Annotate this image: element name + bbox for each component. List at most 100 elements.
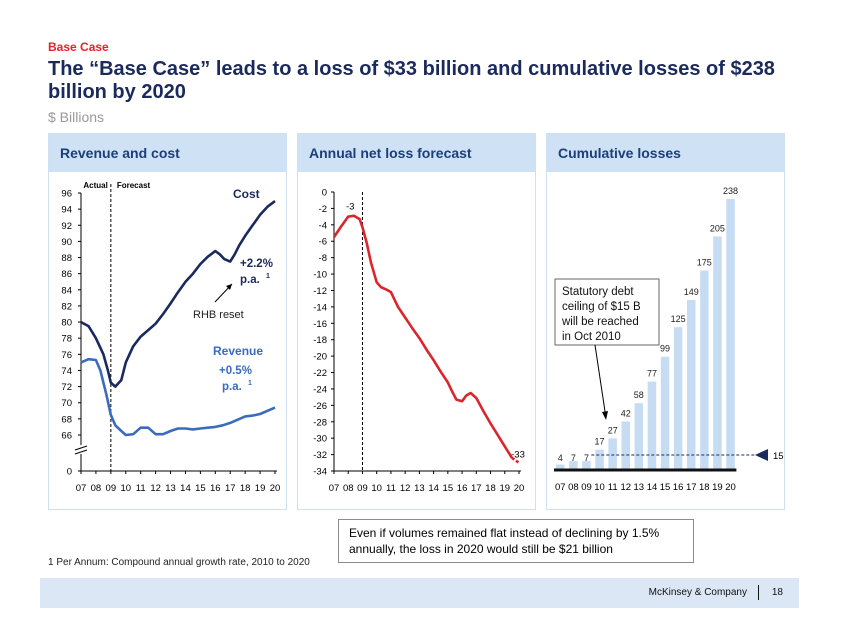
x-tick-label: 07 xyxy=(329,483,340,494)
y-tick-label: -8 xyxy=(319,253,327,264)
x-tick-label: 14 xyxy=(428,483,439,494)
data-label-first: -3 xyxy=(346,201,354,212)
y-tick-label: 92 xyxy=(61,221,72,232)
x-tick-label: 08 xyxy=(568,482,579,493)
x-tick-label: 19 xyxy=(712,482,723,493)
net-loss-panel: Annual net loss forecast 0 -2 -4 -6 -8 -10 -12… xyxy=(297,133,536,510)
x-tick-label: 09 xyxy=(357,483,368,494)
bar xyxy=(673,327,683,469)
reference-label: 15 xyxy=(773,451,784,462)
bar xyxy=(660,356,670,469)
y-tick-label: -22 xyxy=(313,368,327,379)
y-tick-label: 94 xyxy=(61,205,72,216)
kicker: Base Case xyxy=(48,40,109,54)
revenue-label: Revenue xyxy=(213,344,263,358)
bar-value-label: 77 xyxy=(647,369,657,379)
x-tick-label: 10 xyxy=(371,483,382,494)
x-tick-label: 13 xyxy=(414,483,425,494)
reference-marker xyxy=(755,449,768,461)
cost-footnote-mark: 1 xyxy=(266,273,270,280)
bar-value-label: 7 xyxy=(584,453,589,463)
bar-value-label: 27 xyxy=(608,425,618,435)
cost-line xyxy=(80,200,276,388)
y-tick-label: -34 xyxy=(313,467,327,478)
y-tick-label: -26 xyxy=(313,401,327,412)
revenue-footnote-mark: 1 xyxy=(248,380,252,387)
x-tick-label: 13 xyxy=(165,483,176,494)
x-tick-label: 20 xyxy=(270,483,281,494)
x-tick-label: 13 xyxy=(634,482,645,493)
bar-value-label: 42 xyxy=(621,408,631,418)
annotation-arrowhead xyxy=(602,411,608,420)
brand-name: McKinsey & Company xyxy=(648,587,747,598)
x-tick-label: 12 xyxy=(150,483,161,494)
net-loss-line-end xyxy=(511,456,520,464)
bar xyxy=(726,199,735,469)
bar-value-label: 175 xyxy=(697,258,712,268)
y-tick-label: 86 xyxy=(61,269,72,280)
y-tick-label: -20 xyxy=(313,352,327,363)
net-loss-chart: 0 -2 -4 -6 -8 -10 -12 -14 -16 -18 -20 -22 -24 -26 -28 -… xyxy=(313,188,525,495)
footnote: 1 Per Annum: Compound annual growth rate… xyxy=(48,557,310,568)
x-tick-label: 18 xyxy=(240,483,251,494)
x-tick-label: 09 xyxy=(106,483,117,494)
bar xyxy=(556,464,565,469)
cumulative-panel: Cumulative losses 4 07 7 08 7 09 17 10 27 11 42 12 5… xyxy=(546,133,785,510)
bar-value-label: 17 xyxy=(594,437,604,447)
bar xyxy=(595,449,604,469)
cost-label: Cost xyxy=(233,187,260,201)
x-tick-label: 10 xyxy=(120,483,131,494)
y-tick-label: -16 xyxy=(313,319,327,330)
revenue-cost-panel: Revenue and cost 96 94 92 90 88 86 84 82 80 78 76 7… xyxy=(48,133,287,510)
revenue-growth-label: +0.5% xyxy=(219,365,252,377)
page-subtitle: $ Billions xyxy=(48,109,105,125)
y-tick-label: 74 xyxy=(61,366,72,377)
y-tick-label: -30 xyxy=(313,434,327,445)
y-tick-label: 72 xyxy=(61,382,72,393)
bar xyxy=(647,381,657,469)
y-tick-label: -10 xyxy=(313,270,327,281)
bar-value-label: 99 xyxy=(660,344,670,354)
page-title: The “Base Case” leads to a loss of $33 b… xyxy=(48,58,775,103)
x-tick-label: 16 xyxy=(673,482,684,493)
x-tick-label: 16 xyxy=(457,483,468,494)
bar-value-label: 4 xyxy=(558,453,563,463)
y-tick-label: 66 xyxy=(61,431,72,442)
x-tick-label: 11 xyxy=(386,483,396,494)
x-tick-label: 09 xyxy=(581,482,592,493)
y-tick-label: -32 xyxy=(313,450,327,461)
panel-title: Annual net loss forecast xyxy=(298,134,535,172)
y-tick-label: 78 xyxy=(61,334,72,345)
panel-title: Revenue and cost xyxy=(49,134,286,172)
x-tick-label: 15 xyxy=(660,482,671,493)
annotation-text: in Oct 2010 xyxy=(562,331,621,343)
x-tick-label: 07 xyxy=(76,483,87,494)
axis-break-mark xyxy=(74,445,88,451)
cost-growth-label: +2.2% xyxy=(240,258,273,270)
footer-separator xyxy=(758,585,759,600)
x-tick-label: 20 xyxy=(725,482,736,493)
x-tick-label: 14 xyxy=(647,482,658,493)
bar xyxy=(634,403,644,469)
page-number: 18 xyxy=(771,587,783,598)
net-loss-line xyxy=(332,214,514,459)
annotation-arrow xyxy=(594,344,607,419)
annotation-text: Statutory debt xyxy=(562,286,634,298)
x-tick-label: 17 xyxy=(225,483,236,494)
x-tick-label: 19 xyxy=(255,483,266,494)
x-tick-label: 12 xyxy=(400,483,411,494)
x-tick-label: 17 xyxy=(686,482,697,493)
panel-title: Cumulative losses xyxy=(547,134,784,172)
bar-value-label: 205 xyxy=(710,223,725,233)
annotation-text: ceiling of $15 B xyxy=(562,301,641,313)
y-tick-label: -18 xyxy=(313,335,327,346)
y-tick-label: 0 xyxy=(67,467,72,478)
cumulative-chart: 4 07 7 08 7 09 17 10 27 11 42 12 58 13 77 14 99 15 125 16 14… xyxy=(554,186,784,493)
y-tick-label: 70 xyxy=(61,398,72,409)
x-tick-label: 15 xyxy=(195,483,206,494)
annotation-text: will be reached xyxy=(561,316,639,328)
annotation-box xyxy=(554,278,660,346)
y-tick-label: 68 xyxy=(61,414,72,425)
x-tick-label: 08 xyxy=(343,483,354,494)
